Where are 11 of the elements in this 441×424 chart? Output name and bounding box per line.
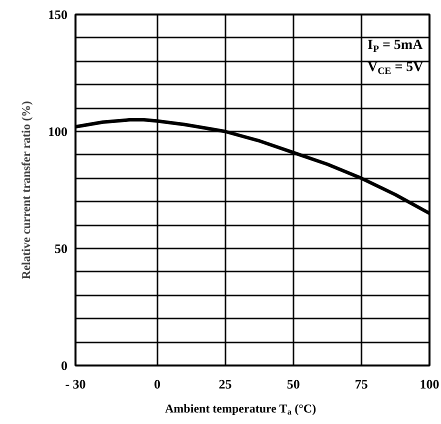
y-tick-label: 100 (48, 124, 68, 139)
x-tick-label: - 30 (65, 376, 86, 392)
x-tick-label: 25 (218, 376, 232, 392)
x-tick-label: 0 (154, 376, 160, 392)
x-tick-label: 100 (420, 376, 440, 392)
x-tick-label: 75 (354, 376, 368, 392)
y-tick-label: 150 (48, 7, 68, 22)
x-tick-label: 50 (286, 376, 300, 392)
y-axis-title: Relative current transfer ratio (%) (19, 101, 33, 280)
y-tick-label: 0 (61, 358, 68, 373)
y-tick-label: 50 (54, 241, 68, 256)
